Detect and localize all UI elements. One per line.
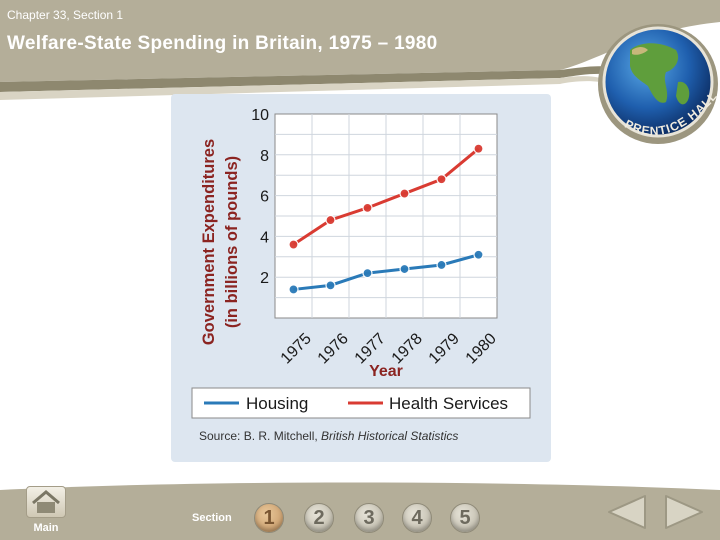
chapter-label: Chapter 33, Section 1 xyxy=(7,8,124,22)
x-tick-label: 1975 xyxy=(278,330,315,367)
data-point xyxy=(436,174,447,185)
x-tick-label: 1980 xyxy=(463,330,500,367)
data-point xyxy=(325,280,336,291)
previous-arrow-icon[interactable] xyxy=(605,492,649,532)
main-label: Main xyxy=(33,522,59,534)
series-line xyxy=(292,147,480,246)
data-point xyxy=(399,263,410,275)
legend-label-health: Health Services xyxy=(389,394,508,413)
section-3-button[interactable]: 3 xyxy=(354,503,384,533)
data-point xyxy=(362,202,373,213)
data-point xyxy=(436,259,447,271)
y-tick-label: 2 xyxy=(260,270,269,287)
section-label: Section xyxy=(192,512,232,524)
data-point xyxy=(288,239,299,250)
source-prefix: Source: B. R. Mitchell, xyxy=(199,429,321,443)
section-2-button[interactable]: 2 xyxy=(304,503,334,533)
prentice-hall-globe-logo: PRENTICE HALL xyxy=(592,20,720,150)
source-title: British Historical Statistics xyxy=(321,429,458,443)
data-point xyxy=(325,214,336,226)
x-axis-label: Year xyxy=(369,363,403,380)
next-arrow-icon[interactable] xyxy=(662,492,706,532)
y-tick-label: 8 xyxy=(260,148,269,165)
main-button[interactable]: Main xyxy=(26,486,66,536)
series-housing xyxy=(288,249,484,295)
y-tick-label: 10 xyxy=(251,107,269,124)
home-icon xyxy=(26,486,66,518)
data-point xyxy=(399,188,410,199)
y-axis-label-line1: Government Expenditures xyxy=(200,139,218,345)
y-tick-label: 4 xyxy=(260,229,269,246)
series-health-services xyxy=(288,143,484,250)
y-axis-label-line2: (in billions of pounds) xyxy=(223,156,241,328)
data-point xyxy=(473,249,484,260)
section-1-button[interactable]: 1 xyxy=(254,503,284,533)
legend-label-housing: Housing xyxy=(246,394,308,413)
section-5-button[interactable]: 5 xyxy=(450,503,480,533)
x-tick-labels: 1975 1976 1977 1978 1979 1980 xyxy=(278,330,500,367)
slide-title: Welfare-State Spending in Britain, 1975 … xyxy=(7,33,438,54)
x-tick-label: 1976 xyxy=(315,330,352,367)
y-tick-labels: 2 4 6 8 10 xyxy=(251,107,269,287)
section-4-button[interactable]: 4 xyxy=(402,503,432,533)
data-point xyxy=(473,143,484,154)
gridlines xyxy=(275,114,497,318)
chart-panel: 2 4 6 8 10 1975 1976 1977 1978 1979 1980 Governme… xyxy=(171,94,551,462)
x-tick-label: 1977 xyxy=(352,330,389,367)
series-line xyxy=(293,253,479,291)
data-point xyxy=(288,284,299,295)
source-note: Source: B. R. Mitchell, British Historic… xyxy=(199,429,458,443)
data-point xyxy=(362,268,373,279)
x-tick-label: 1979 xyxy=(426,330,463,367)
x-tick-label: 1978 xyxy=(389,330,426,367)
y-tick-label: 6 xyxy=(260,189,269,206)
